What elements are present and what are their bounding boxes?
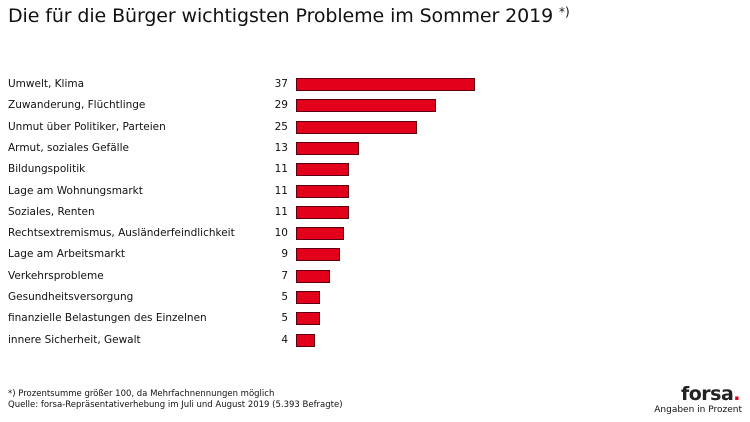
logo-text: forsa	[680, 383, 734, 405]
chart-title-text: Die für die Bürger wichtigsten Probleme …	[8, 5, 554, 27]
value-label: 29	[274, 99, 288, 112]
bar	[296, 291, 321, 304]
bar	[296, 120, 417, 134]
value-label: 10	[274, 227, 288, 240]
category-label: Verkehrsprobleme	[8, 269, 104, 282]
bar	[296, 78, 476, 91]
category-label: finanzielle Belastungen des Einzelnen	[8, 312, 207, 325]
value-label: 13	[274, 141, 288, 154]
category-label: innere Sicherheit, Gewalt	[8, 333, 141, 346]
bar	[296, 227, 345, 241]
bar	[296, 333, 316, 347]
category-label: Armut, soziales Gefälle	[8, 141, 129, 154]
footnote-source: Quelle: forsa-Repräsentativerhebung im J…	[8, 400, 343, 410]
category-label: Zuwanderung, Flüchtlinge	[8, 99, 146, 112]
value-label: 37	[274, 78, 288, 90]
forsa-logo: forsa.	[680, 383, 741, 405]
value-label: 9	[281, 248, 288, 261]
bar	[296, 163, 350, 177]
value-label: 11	[274, 163, 288, 176]
chart-title: Die für die Bürger wichtigsten Probleme …	[8, 5, 570, 27]
value-label: 5	[281, 312, 288, 325]
category-label: Lage am Arbeitsmarkt	[8, 248, 126, 261]
category-label: Unmut über Politiker, Parteien	[8, 120, 166, 133]
logo-dot: .	[733, 383, 740, 405]
unit-label: Angaben in Prozent	[654, 405, 742, 415]
category-label: Soziales, Renten	[8, 205, 95, 218]
title-footnote-marker: *)	[559, 5, 570, 19]
bar	[296, 312, 321, 326]
value-label: 4	[281, 333, 288, 346]
value-label: 7	[281, 269, 288, 282]
category-label: Lage am Wohnungsmarkt	[8, 184, 143, 197]
value-label: 5	[281, 291, 288, 303]
value-label: 25	[274, 120, 288, 133]
bar	[296, 99, 437, 113]
category-label: Umwelt, Klima	[8, 78, 85, 90]
category-label: Rechtsextremismus, Ausländerfeindlichkei…	[8, 227, 235, 240]
bar	[296, 184, 350, 198]
category-label: Bildungspolitik	[8, 163, 86, 176]
footnote-note: *) Prozentsumme größer 100, da Mehrfachn…	[8, 389, 275, 399]
value-label: 11	[274, 184, 288, 197]
bar	[296, 205, 350, 219]
bar	[296, 248, 340, 262]
bar	[296, 269, 330, 283]
value-label: 11	[274, 205, 288, 218]
category-label: Gesundheitsversorgung	[8, 291, 134, 303]
bar	[296, 141, 359, 155]
